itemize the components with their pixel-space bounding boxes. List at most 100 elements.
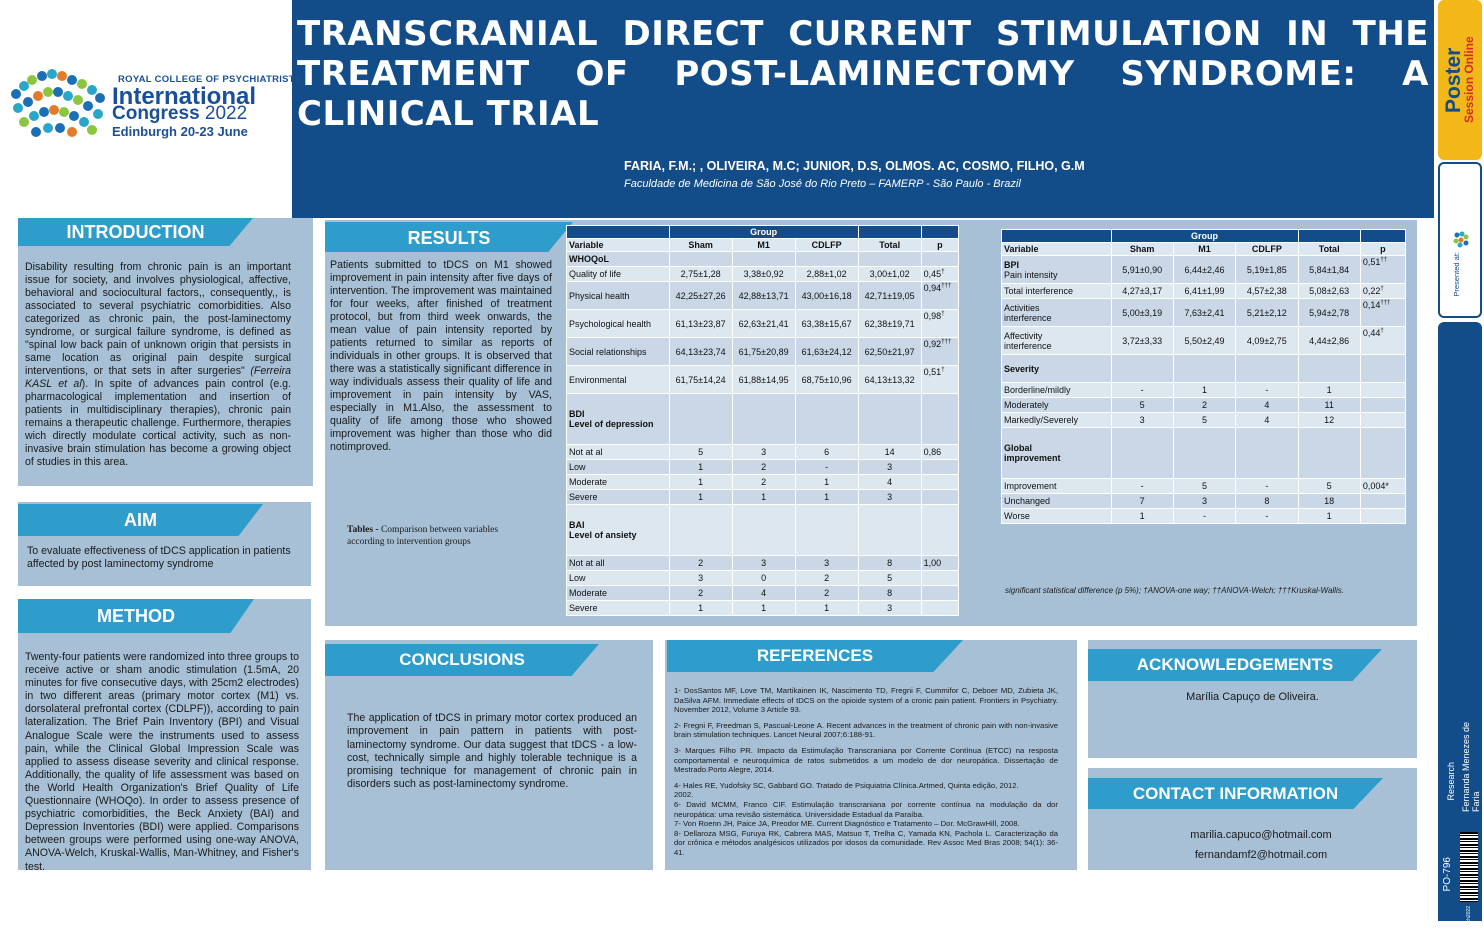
presented-at-label: Presented at:: [1452, 252, 1461, 297]
table-cell: 0,51††: [1359, 255, 1407, 284]
table-cell: 5: [1172, 478, 1237, 494]
table-row: Moderately 5 2 4 11: [1001, 397, 1407, 413]
aim-text: To evaluate effectiveness of tDCS applic…: [27, 545, 291, 570]
table-cell: 0,44†: [1359, 326, 1407, 355]
table-cell: [920, 504, 960, 556]
table-cell: 3,72±3,33: [1110, 326, 1174, 355]
row-label: Improvement: [1001, 478, 1112, 494]
table-row: BDI Level of depression: [566, 393, 960, 445]
row-label: Global improvement: [1001, 427, 1112, 479]
table-cell: 2: [668, 585, 733, 601]
table-cell: 0,14†††: [1359, 298, 1407, 327]
table-cell: -: [1110, 382, 1174, 398]
conclusions-heading: CONCLUSIONS: [325, 644, 599, 676]
table-cell: 7,63±2,41: [1172, 298, 1237, 327]
table-cell: 5,91±0,90: [1110, 255, 1174, 284]
sidebar-poster-code: PO-796: [1442, 857, 1453, 892]
presented-at-card: Presented at:: [1438, 162, 1482, 318]
row-label: Markedly/Severely: [1001, 412, 1112, 428]
reference-item: 1- DosSantos MF, Love TM, Martikainen IK…: [674, 686, 1058, 715]
table-cell: 4,44±2,86: [1297, 326, 1361, 355]
table-cell: 64,13±13,32: [857, 365, 922, 394]
table-row: Affectivity interference 3,72±3,33 5,50±2,4…: [1001, 326, 1407, 355]
table-cell: [794, 504, 859, 556]
method-panel: [18, 599, 311, 870]
table-cell: 3: [857, 459, 922, 475]
table-cell: 0,86: [920, 444, 960, 460]
table-cell: 0,98†: [920, 309, 960, 338]
row-label: Psychological health: [566, 309, 670, 338]
table-cell: 61,88±14,95: [731, 365, 796, 394]
table-row: Severe 1 1 1 3: [566, 489, 960, 505]
column-header: Sham: [1110, 242, 1174, 256]
row-label: Not at al: [566, 444, 670, 460]
table-cell: 4,09±2,75: [1235, 326, 1299, 355]
table-cell: [920, 251, 960, 267]
table-cell: -: [1235, 508, 1299, 524]
table-cell: 62,50±21,97: [857, 337, 922, 366]
affiliation: Faculdade de Medicina de São José do Rio…: [624, 178, 1021, 190]
table-cell: 2: [794, 585, 859, 601]
introduction-heading: INTRODUCTION: [18, 218, 253, 246]
table-cell: -: [1172, 508, 1237, 524]
table-cell: 2,75±1,28: [668, 266, 733, 282]
table-cell: 2: [668, 555, 733, 571]
table-cell: 1: [1297, 508, 1361, 524]
references-list: 1- DosSantos MF, Love TM, Martikainen IK…: [674, 686, 1058, 864]
reference-item: 8- Dellaroza MSG, Furuya RK, Cabrera MAS…: [674, 828, 1058, 857]
table-cell: 6,41±1,99: [1172, 283, 1237, 299]
table-row: Improvement -5-5 0,004*: [1001, 478, 1407, 494]
row-label: BPI Pain intensity: [1001, 255, 1112, 284]
contact-email-1[interactable]: marilia.capuco@hotmail.com: [1190, 829, 1332, 841]
table-cell: 18: [1297, 493, 1361, 509]
table-cell: 1: [794, 489, 859, 505]
column-header: Variable: [566, 238, 670, 252]
row-label: Low: [566, 570, 670, 586]
table-row: Activities interference 5,00±3,19 7,63±2,41…: [1001, 298, 1407, 327]
row-label: BDI Level of depression: [566, 393, 670, 445]
table-cell: 5: [1110, 397, 1174, 413]
row-label: Affectivity interference: [1001, 326, 1112, 355]
reference-item: 7- Von Roenn JH, Paice JA, Preodor ME. C…: [674, 819, 1020, 829]
table-cell: [857, 393, 922, 445]
column-header: CDLFP: [794, 238, 859, 252]
table-cell: 1: [668, 459, 733, 475]
author-strip: Fernanda Menezes de Faria Research PO-79…: [1438, 322, 1482, 938]
table-cell: 3,00±1,02: [857, 266, 922, 282]
table-cell: 3: [857, 600, 922, 616]
row-label: WHOQoL: [566, 251, 670, 267]
table-cell: 1: [794, 474, 859, 490]
table-cell: [857, 251, 922, 267]
aim-heading: AIM: [18, 504, 263, 536]
table-cell: -: [1235, 382, 1299, 398]
table-cell: 1: [1297, 382, 1361, 398]
table-cell: [668, 504, 733, 556]
table-cell: [731, 393, 796, 445]
table-cell: [920, 474, 960, 490]
sidebar-footer: RCPsych2022: [1466, 906, 1472, 938]
table-cell: 68,75±10,96: [794, 365, 859, 394]
table-cell: 61,75±20,89: [731, 337, 796, 366]
table-cell: 3: [1110, 412, 1174, 428]
results-table-2: Group Variable Sham M1 CDLFP Total p BPI Pain in…: [1001, 229, 1407, 524]
table-cell: [794, 251, 859, 267]
table-cell: 61,13±23,87: [668, 309, 733, 338]
references-panel: [665, 640, 1077, 870]
table-cell: 12: [1297, 412, 1361, 428]
table-column-header-row: Variable Sham M1 CDLFP Total p: [566, 238, 960, 252]
contact-email-2[interactable]: fernandamf2@hotmail.com: [1194, 849, 1328, 861]
table-cell: 5: [668, 444, 733, 460]
results-table-1: Group Variable Sham M1 CDLFP Total p WHOQoL Qual…: [566, 225, 960, 616]
table-cell: [920, 459, 960, 475]
row-label: Low: [566, 459, 670, 475]
row-label: Severity: [1001, 354, 1112, 383]
table-cell: 5: [1172, 412, 1237, 428]
table-cell: 0,94†††: [920, 281, 960, 310]
table-row: Markedly/Severely 3 5 4 12: [1001, 412, 1407, 428]
table-cell: 62,38±19,71: [857, 309, 922, 338]
references-heading: REFERENCES: [667, 640, 963, 672]
table-cell: 42,88±13,71: [731, 281, 796, 310]
reference-item: 2- Fregni F, Freedman S, Pascual-Leone A…: [674, 720, 1058, 740]
table-cell: [1359, 397, 1407, 413]
table-cell: [1297, 354, 1361, 383]
